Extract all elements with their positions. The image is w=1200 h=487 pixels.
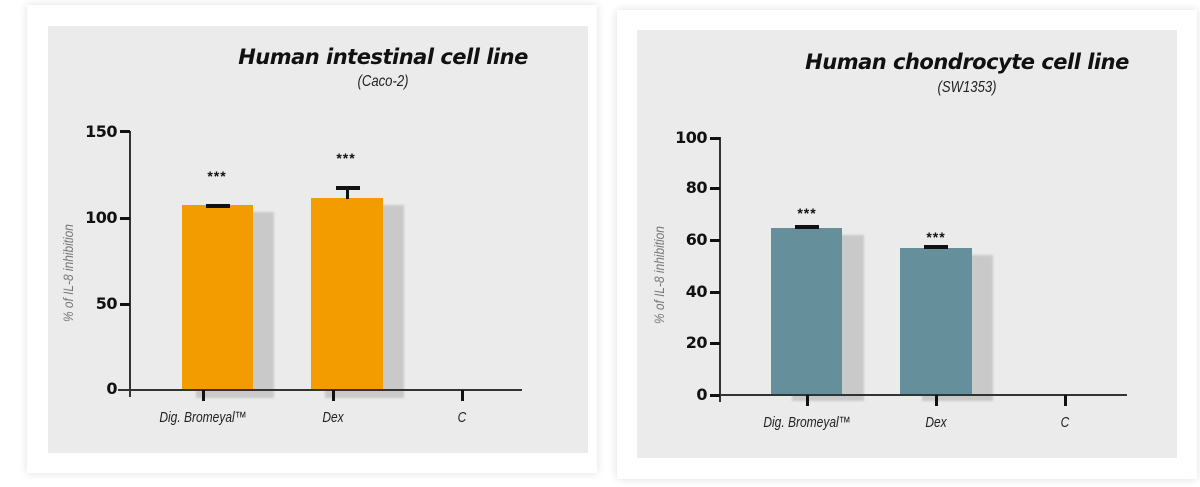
right-error-cap-2 [924, 245, 948, 249]
right-chart-panel: Human chondrocyte cell line (SW1353) [637, 30, 1177, 458]
left-chart-title: Human intestinal cell line [238, 45, 528, 69]
right-ylabel-20: 20 [685, 333, 708, 352]
left-xlabel-dex: Dex [322, 409, 344, 426]
left-xtick-1 [202, 390, 205, 401]
right-ytick-80 [710, 187, 720, 190]
right-ylabel-60: 60 [685, 230, 708, 249]
right-ytick-40 [710, 291, 720, 294]
left-ylabel-50: 50 [95, 294, 118, 313]
right-y-axis [719, 137, 721, 402]
right-chart-subtitle: (SW1353) [937, 79, 997, 96]
left-chart-subtitle: (Caco-2) [357, 73, 409, 90]
right-ylabel-40: 40 [685, 282, 708, 301]
right-error-cap-1 [795, 225, 819, 229]
left-y-axis [129, 131, 131, 397]
right-xlabel-c: C [1060, 414, 1070, 431]
left-bar-dex [311, 198, 383, 390]
right-ylabel-100: 100 [675, 128, 707, 147]
left-ylabel-150: 150 [85, 122, 117, 141]
left-ytick-100 [120, 217, 130, 220]
left-error-cap-2 [336, 186, 360, 190]
left-ylabel-0: 0 [106, 379, 117, 398]
right-chart-title: Human chondrocyte cell line [805, 50, 1129, 74]
right-significance-1: *** [797, 205, 817, 221]
left-xtick-2 [332, 390, 335, 401]
right-bar-dig-bromeyal [771, 228, 842, 395]
left-error-stem-2 [346, 187, 349, 199]
left-xlabel-dig-bromeyal: Dig. Bromeyal™ [159, 409, 247, 426]
left-bar-dig-bromeyal [182, 205, 253, 390]
left-x-axis [118, 389, 522, 391]
left-ytick-50 [120, 303, 130, 306]
right-ylabel-0: 0 [696, 385, 707, 404]
right-xlabel-dig-bromeyal: Dig. Bromeyal™ [763, 414, 851, 431]
right-bar-dex [900, 248, 972, 395]
right-xlabel-dex: Dex [925, 414, 947, 431]
right-xtick-3 [1064, 395, 1067, 406]
left-error-cap-1 [206, 204, 230, 208]
left-significance-2: *** [336, 150, 356, 166]
right-ytick-20 [710, 342, 720, 345]
right-xtick-2 [935, 395, 938, 406]
right-ytick-0 [710, 394, 720, 397]
right-x-axis [719, 394, 1127, 396]
right-significance-2: *** [926, 229, 946, 245]
left-ytick-150 [120, 130, 130, 133]
right-ytick-60 [710, 239, 720, 242]
left-ylabel-100: 100 [85, 208, 117, 227]
right-xtick-1 [806, 395, 809, 406]
right-ylabel-80: 80 [685, 178, 708, 197]
left-significance-1: *** [207, 168, 227, 184]
left-xtick-3 [461, 390, 464, 401]
left-xlabel-c: C [457, 409, 467, 426]
right-ytick-100 [710, 137, 720, 140]
